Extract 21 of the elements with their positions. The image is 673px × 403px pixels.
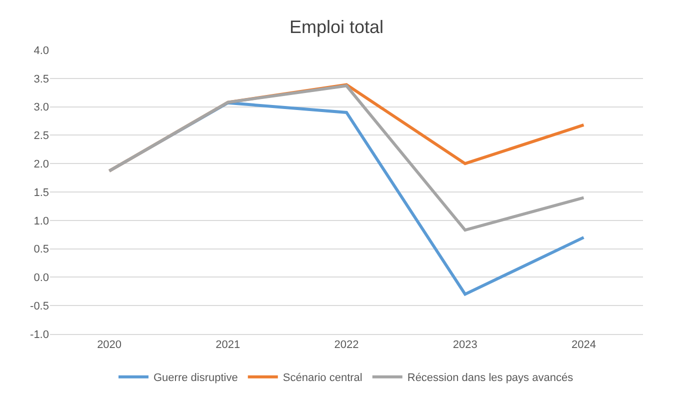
x-tick-label: 2023 (452, 339, 478, 352)
y-tick-label: -1.0 (30, 328, 49, 341)
y-tick-label: 2.0 (34, 158, 49, 170)
y-tick-label: 1.5 (34, 186, 49, 199)
legend-label: Scénario central (282, 372, 362, 384)
y-tick-label: -0.5 (30, 300, 49, 312)
chart-title: Emploi total (289, 16, 384, 37)
y-tick-label: 3.5 (34, 73, 49, 86)
line-series (108, 84, 586, 232)
x-tick-label: 2020 (97, 339, 122, 352)
x-tick-label: 2024 (571, 339, 596, 352)
y-tick-label: 0.0 (34, 272, 49, 284)
x-tick-label: 2022 (334, 339, 359, 352)
y-tick-label: 1.0 (34, 215, 49, 228)
y-tick-label: 0.5 (34, 244, 49, 256)
legend-label: Guerre disruptive (154, 372, 238, 384)
y-tick-label: 2.5 (34, 130, 49, 142)
x-tick-label: 2021 (216, 339, 240, 352)
legend-label: Récession dans les pays avancés (407, 372, 574, 384)
y-tick-label: 3.0 (34, 102, 49, 114)
y-tick-label: 4.0 (34, 44, 49, 57)
